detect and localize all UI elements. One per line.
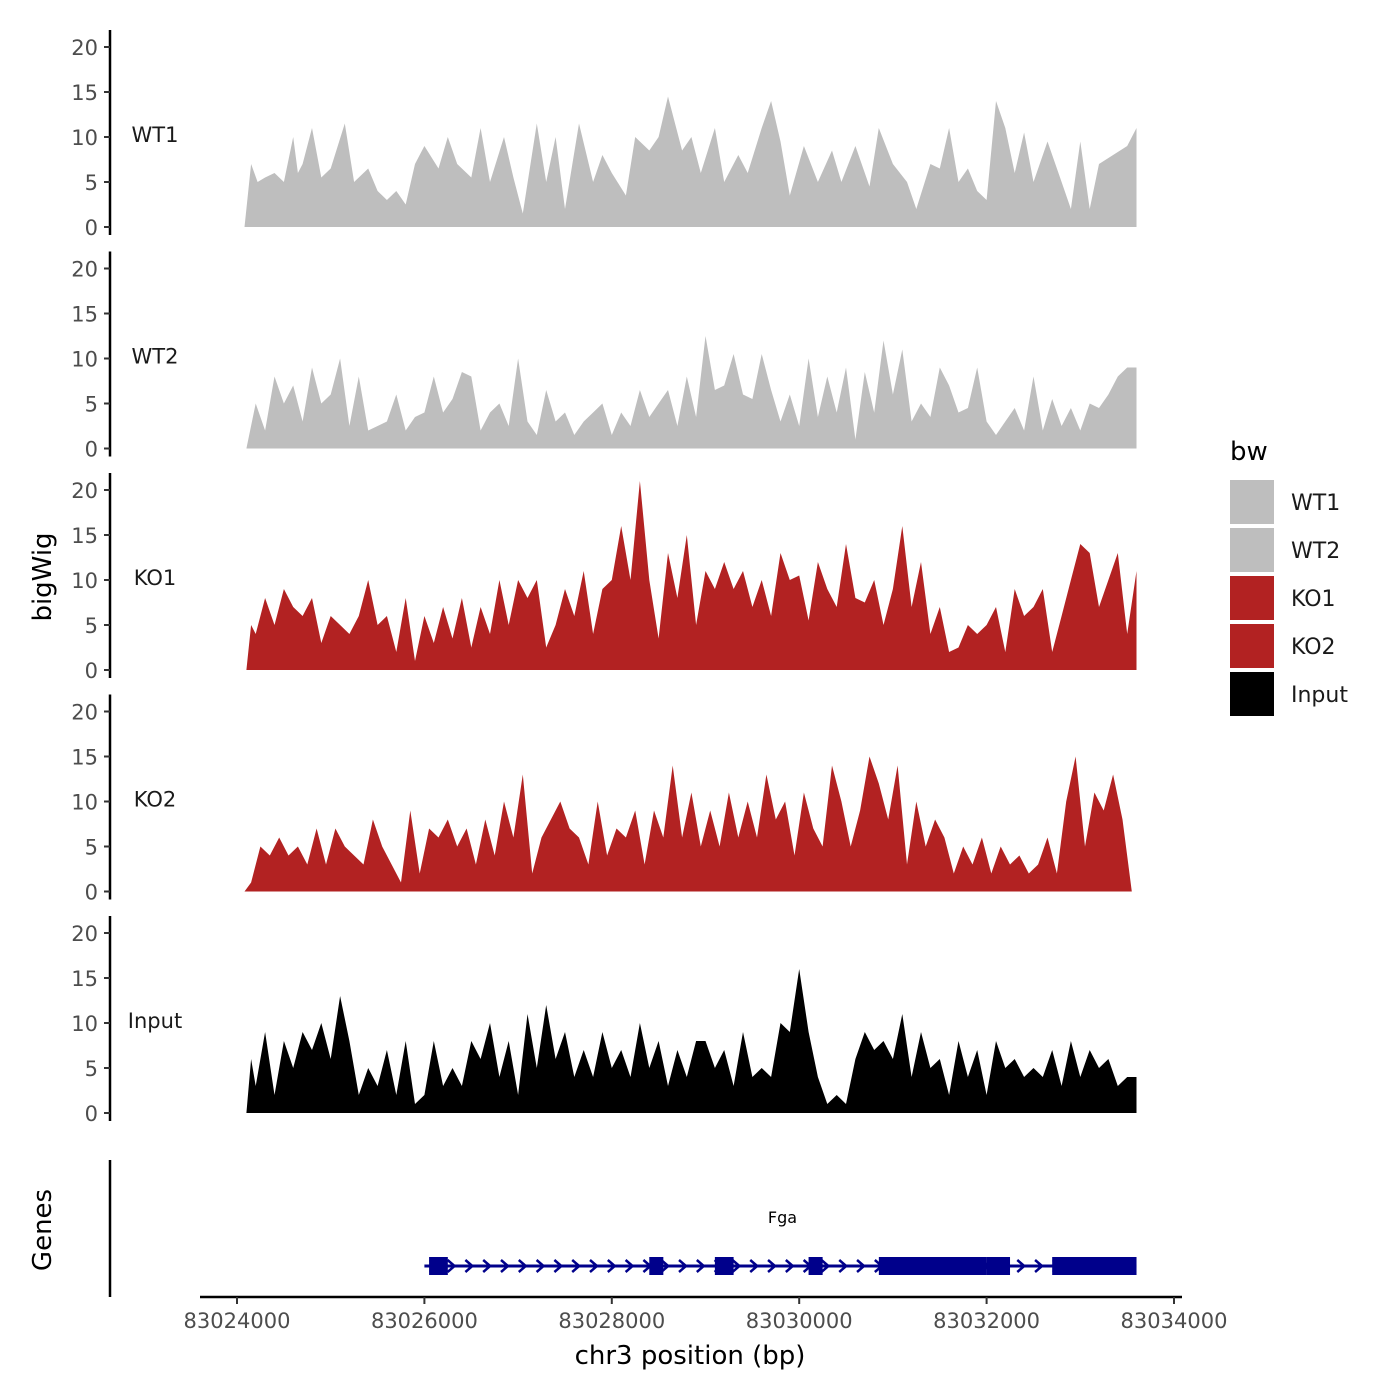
- track-label-input: Input: [128, 1009, 182, 1033]
- legend-title: bw: [1230, 437, 1268, 467]
- strand-arrow: [500, 1259, 510, 1273]
- strand-arrow: [624, 1259, 635, 1273]
- y-tick-label: 15: [71, 303, 98, 327]
- strand-arrow: [838, 1259, 849, 1273]
- legend-label-ko1: KO1: [1291, 587, 1336, 612]
- legend-swatch-wt1: [1230, 480, 1274, 524]
- strand-arrow: [731, 1259, 742, 1273]
- strand-arrow: [606, 1259, 617, 1273]
- x-tick-label: 83024000: [184, 1309, 291, 1333]
- y-tick-label: 15: [71, 746, 98, 770]
- y-tick-label: 20: [71, 258, 98, 282]
- exon-block: [649, 1257, 664, 1275]
- y-tick-label: 15: [71, 524, 98, 548]
- strand-arrow: [856, 1259, 866, 1273]
- strand-arrow: [517, 1259, 528, 1273]
- strand-arrow: [464, 1259, 475, 1273]
- track-label-wt1: WT1: [132, 123, 179, 147]
- y-tick-label: 15: [71, 967, 98, 991]
- gene-name-label: Fga: [768, 1208, 797, 1227]
- y-tick-label: 5: [85, 393, 98, 417]
- strand-arrow: [696, 1259, 706, 1273]
- coverage-area-wt2: [246, 336, 1137, 449]
- exon-block: [1052, 1257, 1137, 1275]
- y-tick-label: 0: [85, 216, 98, 240]
- legend-swatch-input: [1230, 672, 1274, 716]
- exon-block: [986, 1257, 1011, 1275]
- strand-arrow: [678, 1259, 688, 1273]
- strand-arrow: [820, 1259, 831, 1273]
- y-tick-label: 10: [71, 1012, 98, 1036]
- track-input: 0 5 10 15 20 Input: [71, 916, 1137, 1126]
- x-tick-label: 83034000: [1121, 1309, 1228, 1333]
- coverage-area-wt1: [244, 96, 1137, 227]
- gene-fga: Fga: [424, 1208, 1137, 1275]
- bigwig-tracks: 0 5 10 15 20 WT1 0 5 10 15 20 WT2 0 5 10 15 20 KO1 0 5 10 15 2…: [71, 30, 1137, 1126]
- y-tick-label: 5: [85, 1057, 98, 1081]
- x-tick-label: 83026000: [371, 1309, 478, 1333]
- gene-track: Fga: [108, 1160, 1137, 1297]
- exon-block: [878, 1257, 987, 1275]
- y-tick-label: 0: [85, 881, 98, 905]
- strand-arrow: [660, 1259, 671, 1273]
- strand-arrow: [749, 1259, 760, 1273]
- y-tick-label: 15: [71, 81, 98, 105]
- track-label-ko1: KO1: [134, 566, 177, 590]
- track-wt2: 0 5 10 15 20 WT2: [71, 251, 1137, 462]
- exon-block: [808, 1257, 823, 1275]
- legend-swatch-ko2: [1230, 624, 1274, 668]
- legend: bw WT1 WT2 KO1 KO2 Input: [1230, 437, 1348, 716]
- legend-label-ko2: KO2: [1291, 635, 1336, 660]
- strand-arrow: [1034, 1259, 1044, 1273]
- x-tick-label: 83030000: [746, 1309, 853, 1333]
- y-tick-label: 20: [71, 922, 98, 946]
- coverage-area-ko2: [244, 756, 1132, 892]
- y-tick-label: 20: [71, 479, 98, 503]
- legend-swatch-wt2: [1230, 528, 1274, 572]
- y-tick-label: 20: [71, 36, 98, 60]
- exon-block: [714, 1257, 734, 1275]
- strand-arrow: [767, 1259, 777, 1273]
- coverage-area-input: [246, 969, 1137, 1113]
- y-tick-label: 20: [71, 701, 98, 725]
- legend-swatch-ko1: [1230, 576, 1274, 620]
- y-tick-label: 0: [85, 659, 98, 683]
- legend-label-input: Input: [1291, 683, 1348, 708]
- y-tick-label: 0: [85, 438, 98, 462]
- exon-block: [429, 1257, 448, 1275]
- y-tick-label: 10: [71, 791, 98, 815]
- legend-label-wt1: WT1: [1291, 491, 1340, 516]
- track-label-wt2: WT2: [132, 345, 179, 369]
- genes-axis-title: Genes: [28, 1189, 58, 1271]
- strand-arrow: [785, 1259, 795, 1273]
- strand-arrow: [446, 1259, 457, 1273]
- x-tick-label: 83028000: [558, 1309, 665, 1333]
- strand-arrow: [589, 1259, 599, 1273]
- y-tick-label: 10: [71, 348, 98, 372]
- x-axis-title: chr3 position (bp): [575, 1341, 806, 1371]
- track-label-ko2: KO2: [134, 788, 177, 812]
- y-tick-label: 10: [71, 569, 98, 593]
- y-tick-label: 5: [85, 614, 98, 638]
- strand-arrow: [571, 1259, 582, 1273]
- y-tick-label: 5: [85, 171, 98, 195]
- track-ko1: 0 5 10 15 20 KO1: [71, 473, 1137, 683]
- y-tick-label: 10: [71, 126, 98, 150]
- x-tick-label: 83032000: [933, 1309, 1040, 1333]
- track-wt1: 0 5 10 15 20 WT1: [71, 30, 1137, 240]
- coverage-area-ko1: [246, 481, 1137, 670]
- legend-label-wt2: WT2: [1291, 539, 1340, 564]
- y-tick-label: 0: [85, 1102, 98, 1126]
- strand-arrow: [1016, 1259, 1027, 1273]
- strand-arrow: [553, 1259, 564, 1273]
- x-axis: 83024000 83026000 83028000 83030000 83032000…: [184, 1295, 1228, 1333]
- strand-arrow: [535, 1259, 546, 1273]
- strand-arrow: [482, 1259, 493, 1273]
- y-axis-title: bigWig: [28, 532, 58, 621]
- y-tick-label: 5: [85, 836, 98, 860]
- track-ko2: 0 5 10 15 20 KO2: [71, 694, 1132, 905]
